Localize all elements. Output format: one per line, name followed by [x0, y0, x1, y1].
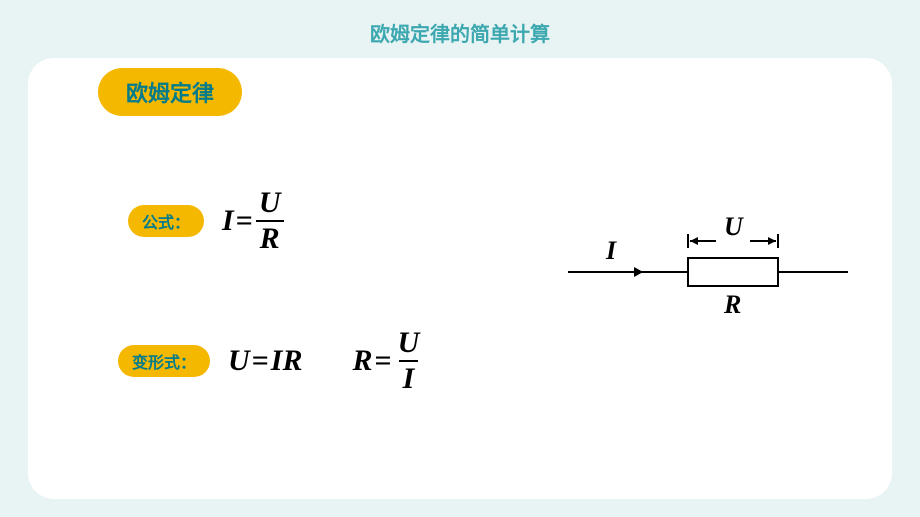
fraction: UI: [394, 328, 424, 394]
formula-label-badge: 公式：: [128, 205, 204, 237]
resistor-box: [688, 258, 778, 286]
formula-lhs: U: [228, 344, 250, 378]
voltage-arrow-right-icon: [768, 237, 776, 245]
label-voltage: U: [724, 212, 743, 242]
voltage-arrow-left-icon: [690, 237, 698, 245]
page-title: 欧姆定律的简单计算: [0, 0, 920, 47]
formula-lhs: I: [222, 204, 234, 238]
formula-variant-2: R=UI: [352, 328, 423, 394]
denominator: R: [256, 220, 284, 254]
current-arrow-icon: [634, 267, 643, 277]
numerator: U: [255, 188, 285, 220]
formula-lhs: R: [352, 344, 372, 378]
formula-main: I=UR: [222, 188, 284, 254]
circuit-svg: [568, 208, 848, 328]
variant-label-badge: 变形式：: [118, 345, 210, 377]
denominator: I: [399, 360, 419, 394]
formula-rhs: IR: [271, 344, 303, 378]
label-current: I: [606, 236, 616, 266]
section-badge: 欧姆定律: [98, 68, 242, 116]
content-card: 欧姆定律 公式： I=UR 变形式： U=IR R=UI: [28, 58, 892, 499]
formula-row-variants: 变形式： U=IR R=UI: [118, 328, 423, 394]
label-resistance: R: [724, 290, 741, 320]
formula-row-main: 公式： I=UR: [128, 188, 284, 254]
circuit-diagram: I U R: [568, 208, 848, 328]
fraction: UR: [255, 188, 285, 254]
formula-variant-1: U=IR: [228, 344, 302, 378]
formula-group: U=IR R=UI: [228, 328, 423, 394]
numerator: U: [394, 328, 424, 360]
